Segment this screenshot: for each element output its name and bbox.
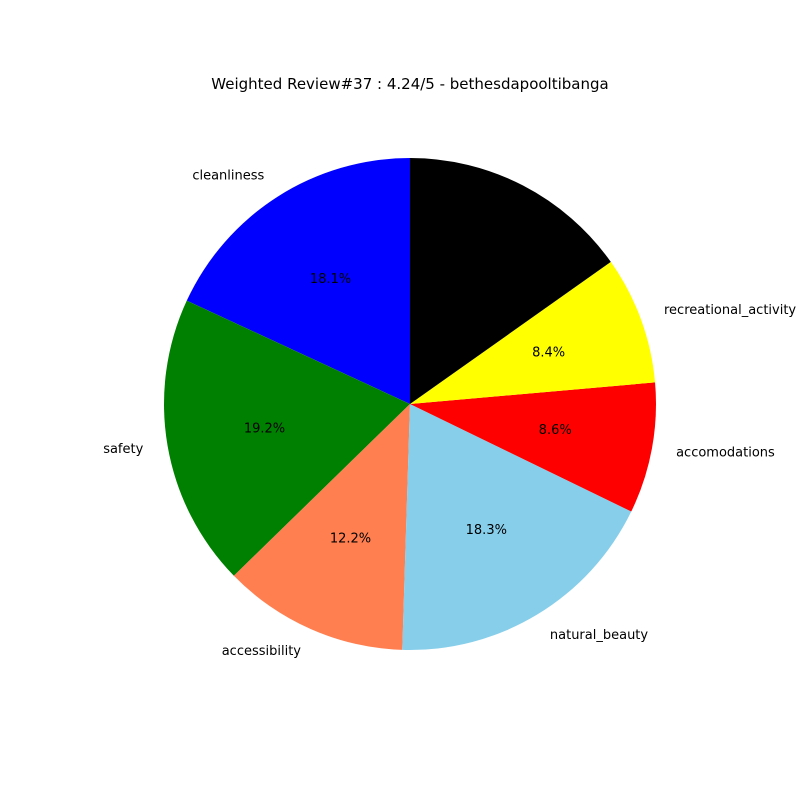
pie-slice-natural-beauty [402,404,632,651]
slice-label-accessibility: accessibility [222,644,302,659]
slice-label-safety: safety [103,442,143,457]
slice-label-cleanliness: cleanliness [192,169,264,184]
slice-label-accomodations: accomodations [676,446,775,461]
chart-title: Weighted Review#37 : 4.24/5 - bethesdapo… [211,75,608,93]
pie-slice-other-6 [410,158,611,404]
pie-slice-accomodations [410,382,657,512]
pie-slices [164,158,657,651]
slice-percent-recreational-activity: 8.4% [532,346,565,361]
pie-slice-cleanliness [186,158,410,404]
slice-label-recreational-activity: recreational_activity [664,303,796,318]
slice-percent-cleanliness: 18.1% [310,272,351,287]
slice-percent-safety: 19.2% [244,421,285,436]
pie-slice-safety [164,300,410,576]
slice-percent-natural-beauty: 18.3% [466,523,507,538]
slice-percent-accomodations: 8.6% [539,423,572,438]
pie-slice-recreational-activity [410,261,656,404]
pie-labels: cleanliness 18.1% safety 19.2% accessibility… [103,169,796,660]
pie-slice-accessibility [233,404,410,650]
slice-percent-accessibility: 12.2% [330,532,371,547]
slice-label-natural-beauty: natural_beauty [550,628,649,643]
